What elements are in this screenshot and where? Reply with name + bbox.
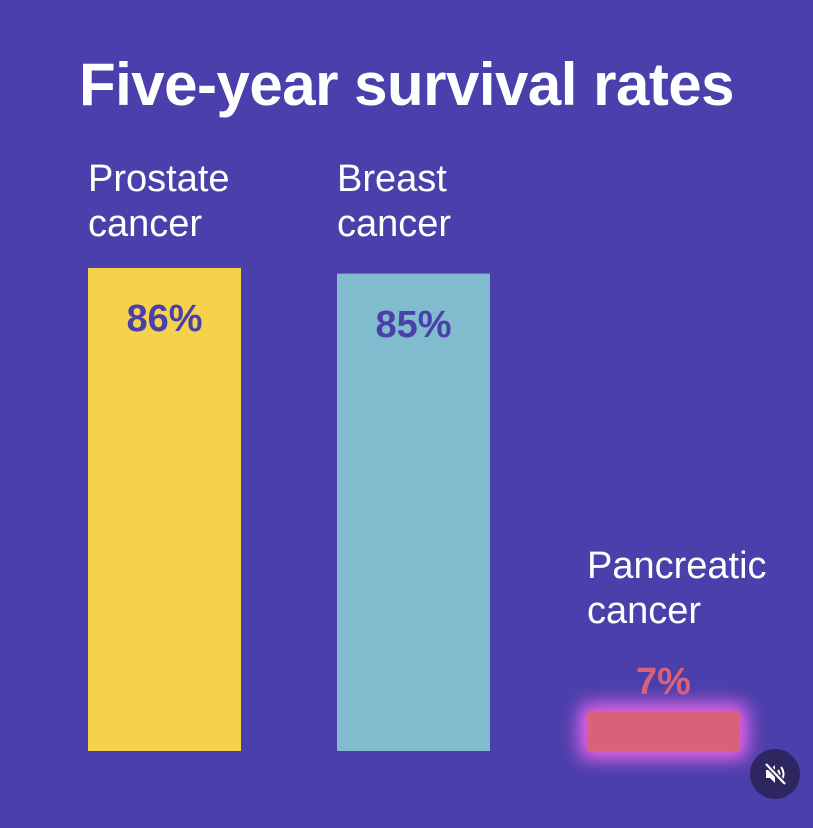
data-label-breast: 85% (375, 303, 452, 346)
category-label-line: cancer (337, 203, 452, 245)
bar-prostate (88, 268, 241, 751)
mute-button[interactable] (750, 749, 800, 799)
category-label-line: cancer (587, 590, 702, 632)
bar-pancreatic (587, 711, 740, 751)
data-label-pancreatic: 7% (636, 660, 691, 703)
category-label-line: Prostate (88, 158, 230, 200)
category-label-pancreatic: Pancreatic cancer (587, 544, 767, 634)
category-label-line: cancer (88, 203, 203, 245)
data-label-prostate: 86% (126, 298, 203, 340)
bar-breast (337, 273, 490, 751)
bar-group (88, 268, 748, 759)
category-label-line: Pancreatic (587, 545, 767, 587)
speaker-muted-icon (764, 762, 787, 786)
category-label-prostate: Prostate cancer (88, 157, 230, 247)
chart-title: Five-year survival rates (78, 51, 735, 118)
category-label-breast: Breast cancer (337, 157, 451, 247)
category-label-line: Breast (337, 158, 447, 200)
